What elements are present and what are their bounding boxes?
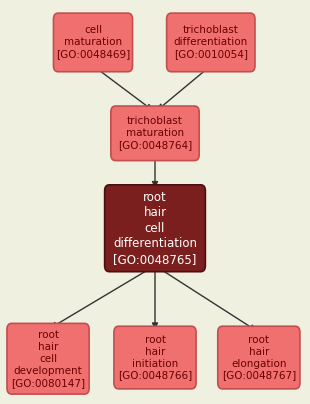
FancyBboxPatch shape — [114, 326, 196, 389]
FancyBboxPatch shape — [105, 185, 205, 271]
Text: root
hair
initiation
[GO:0048766]: root hair initiation [GO:0048766] — [118, 335, 192, 381]
FancyBboxPatch shape — [218, 326, 300, 389]
Text: trichoblast
maturation
[GO:0048764]: trichoblast maturation [GO:0048764] — [118, 116, 192, 150]
FancyBboxPatch shape — [167, 13, 255, 72]
FancyBboxPatch shape — [111, 106, 199, 160]
Text: root
hair
elongation
[GO:0048767]: root hair elongation [GO:0048767] — [222, 335, 296, 381]
Text: root
hair
cell
differentiation
[GO:0048765]: root hair cell differentiation [GO:00487… — [113, 191, 197, 266]
FancyBboxPatch shape — [7, 323, 89, 394]
FancyBboxPatch shape — [53, 13, 133, 72]
Text: trichoblast
differentiation
[GO:0010054]: trichoblast differentiation [GO:0010054] — [174, 25, 248, 59]
Text: cell
maturation
[GO:0048469]: cell maturation [GO:0048469] — [56, 25, 130, 59]
Text: root
hair
cell
development
[GO:0080147]: root hair cell development [GO:0080147] — [11, 330, 85, 388]
